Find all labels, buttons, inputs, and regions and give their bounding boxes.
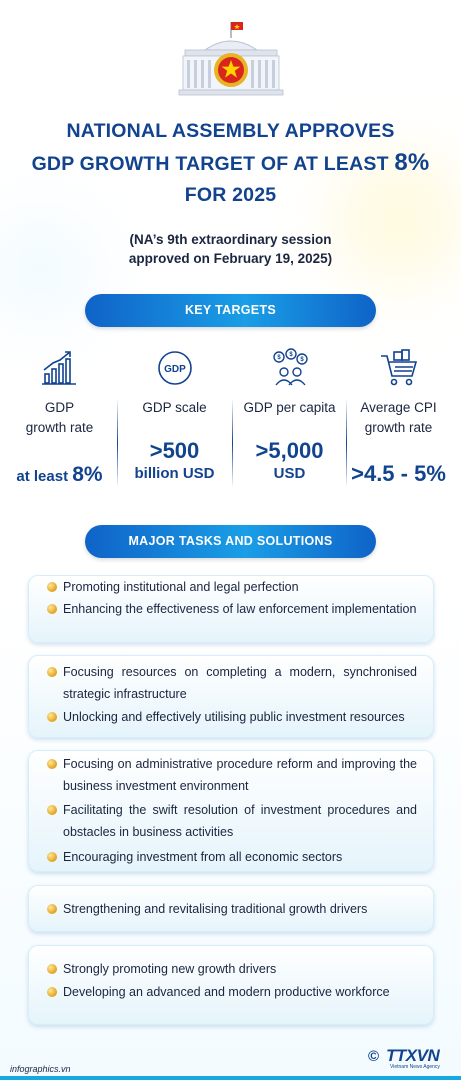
task-text: Focusing resources on completing a moder…: [63, 665, 417, 701]
task-item: Strongly promoting new growth drivers: [47, 958, 417, 980]
people-money-icon: $ $ $: [273, 348, 308, 386]
svg-text:$: $: [289, 352, 293, 358]
target-label-line: GDP: [44, 400, 75, 415]
target-label: Average CPI growth rate: [341, 398, 456, 438]
target-value-main: >5,000: [255, 438, 324, 463]
bottom-bar: [0, 1076, 461, 1080]
bullet-icon: [47, 805, 57, 815]
task-item: Unlocking and effectively utilising publ…: [47, 706, 417, 728]
target-gdp-per-capita: $ $ $ GDP per capita >5,000 USD: [232, 348, 347, 498]
task-text: Enhancing the effectiveness of law enfor…: [63, 602, 417, 616]
background-glow: [310, 120, 461, 320]
bullet-icon: [47, 964, 57, 974]
task-item: Promoting institutional and legal perfec…: [47, 576, 417, 598]
task-text: Encouraging investment from all economic…: [63, 850, 343, 864]
title-line-3: FOR 2025: [184, 184, 277, 206]
title-highlight: 8%: [394, 149, 430, 176]
task-text: Facilitating the swift resolution of inv…: [63, 803, 417, 839]
task-item: Facilitating the swift resolution of inv…: [47, 799, 417, 843]
target-value-main: >500: [149, 438, 200, 463]
ttxvn-logo-subtext: Vietnam News Agency: [390, 1064, 440, 1070]
target-label-line: growth rate: [25, 420, 94, 435]
task-text: Focusing on administrative procedure ref…: [63, 757, 417, 793]
national-assembly-emblem-icon: [178, 22, 284, 96]
gdp-badge-text: GDP: [164, 364, 186, 375]
title-line-1: NATIONAL ASSEMBLY APPROVES: [66, 120, 395, 142]
target-value-main: 8%: [72, 463, 103, 486]
gdp-badge-icon: GDP: [158, 351, 192, 385]
target-label: GDP scale: [117, 398, 232, 418]
key-targets-row: GDP growth rate at least 8% GDP GDP scal…: [0, 348, 461, 498]
target-value: at least 8%: [2, 463, 117, 487]
target-value: >500 billion USD: [117, 438, 232, 484]
task-text: Unlocking and effectively utilising publ…: [63, 710, 405, 724]
target-label-line: Average CPI: [360, 400, 437, 415]
bullet-icon: [47, 904, 57, 914]
bullet-icon: [47, 667, 57, 677]
title-line-2: GDP GROWTH TARGET OF AT LEAST 8%: [0, 147, 461, 180]
column-divider: [117, 398, 118, 488]
task-item: Enhancing the effectiveness of law enfor…: [47, 598, 417, 620]
target-average-cpi: Average CPI growth rate >4.5 - 5%: [341, 348, 456, 498]
title-line-2-prefix: GDP GROWTH TARGET OF AT LEAST: [31, 153, 389, 175]
column-divider: [346, 398, 347, 488]
task-group-card: Focusing resources on completing a moder…: [28, 655, 434, 738]
target-label-line: GDP per capita: [243, 400, 336, 415]
target-gdp-scale: GDP GDP scale >500 billion USD: [117, 348, 232, 498]
target-value: >5,000 USD: [232, 438, 347, 484]
copyright-symbol: ©: [368, 1048, 380, 1065]
task-text: Developing an advanced and modern produc…: [63, 985, 390, 999]
task-item: Strengthening and revitalising tradition…: [47, 898, 417, 920]
bullet-icon: [47, 852, 57, 862]
task-text: Strengthening and revitalising tradition…: [63, 902, 368, 916]
bullet-icon: [47, 987, 57, 997]
key-targets-heading: KEY TARGETS: [85, 294, 376, 327]
subtitle: (NA’s 9th extraordinary session approved…: [0, 230, 461, 268]
growth-chart-icon: [42, 351, 76, 385]
task-item: Focusing on administrative procedure ref…: [47, 753, 417, 797]
target-value-prefix: at least: [16, 468, 69, 485]
subtitle-line-2: approved on February 19, 2025): [128, 251, 333, 266]
task-group-card: Promoting institutional and legal perfec…: [28, 575, 434, 643]
target-label-line: growth rate: [364, 420, 433, 435]
task-item: Developing an advanced and modern produc…: [47, 981, 417, 1003]
task-text: Promoting institutional and legal perfec…: [63, 580, 299, 594]
major-tasks-heading: MAJOR TASKS AND SOLUTIONS: [85, 525, 376, 558]
task-text: Strongly promoting new growth drivers: [63, 962, 277, 976]
target-value-main: >4.5 - 5%: [351, 461, 446, 486]
target-gdp-growth: GDP growth rate at least 8%: [2, 348, 117, 498]
bullet-icon: [47, 712, 57, 722]
svg-text:$: $: [277, 355, 281, 361]
task-group-card: Strengthening and revitalising tradition…: [28, 885, 434, 932]
page-title: NATIONAL ASSEMBLY APPROVES GDP GROWTH TA…: [0, 116, 461, 211]
target-value: >4.5 - 5%: [341, 461, 456, 487]
column-divider: [232, 398, 233, 488]
task-group-card: Focusing on administrative procedure ref…: [28, 750, 434, 872]
svg-text:$: $: [300, 357, 304, 363]
bullet-icon: [47, 604, 57, 614]
ttxvn-logo: © TTXVN Vietnam News Agency: [368, 1046, 454, 1074]
subtitle-line-1: (NA’s 9th extraordinary session: [129, 232, 332, 247]
target-label: GDP per capita: [232, 398, 347, 418]
target-label-line: GDP scale: [142, 400, 207, 415]
task-item: Encouraging investment from all economic…: [47, 846, 417, 868]
bullet-icon: [47, 759, 57, 769]
target-value-unit: USD: [273, 465, 306, 482]
ttxvn-logo-text: TTXVN: [386, 1046, 440, 1065]
task-item: Focusing resources on completing a moder…: [47, 661, 417, 705]
target-label: GDP growth rate: [2, 398, 117, 438]
task-group-card: Strongly promoting new growth drivers De…: [28, 945, 434, 1025]
target-value-unit: billion USD: [134, 465, 215, 482]
source-site-link[interactable]: infographics.vn: [10, 1064, 71, 1074]
bullet-icon: [47, 582, 57, 592]
shopping-cart-icon: [381, 349, 418, 386]
